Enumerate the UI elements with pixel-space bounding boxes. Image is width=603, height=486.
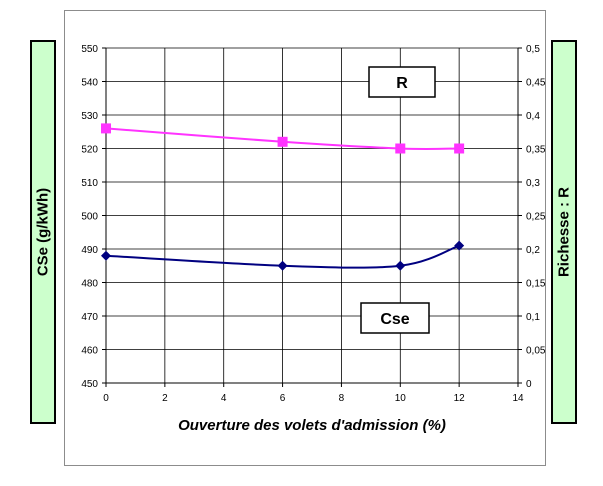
legend-cse-box [360, 302, 430, 334]
y-right-tick-label: 0,05 [526, 346, 546, 357]
x-tick-label: 12 [454, 393, 466, 404]
tick-labels: 0 2 4 6 8 10 12 14 450 460 470 480 490 500 510 520 530 54… [81, 44, 546, 404]
y-left-tick-label: 550 [81, 44, 98, 55]
x-tick-label: 2 [162, 393, 168, 404]
series-line-r [105, 127, 460, 150]
legend-r-label: R [396, 75, 408, 92]
right-axis-label-box: Richesse : R [551, 40, 577, 424]
data-point-cse [454, 240, 465, 251]
legend-cse: Cse [360, 302, 430, 334]
data-point-cse [101, 250, 111, 261]
legend-cse-label: Cse [380, 311, 409, 328]
axes [102, 47, 522, 387]
data-point-r [101, 123, 111, 134]
y-left-tick-label: 490 [81, 245, 98, 256]
legend-r: R [368, 66, 436, 98]
x-tick-label: 8 [339, 393, 345, 404]
y-right-tick-label: 0,2 [526, 245, 540, 256]
y-right-tick-label: 0,45 [526, 78, 546, 89]
y-left-tick-label: 500 [81, 212, 98, 223]
data-point-r [277, 136, 288, 147]
data-point-r [454, 143, 465, 154]
y-left-tick-label: 470 [81, 312, 98, 323]
y-right-tick-label: 0,3 [526, 178, 540, 189]
y-right-tick-label: 0,35 [526, 145, 546, 156]
x-tick-label: 4 [221, 393, 227, 404]
y-left-tick-label: 540 [81, 78, 98, 89]
y-right-tick-label: 0 [526, 379, 532, 390]
left-axis-label-box: CSe (g/kWh) [30, 40, 56, 424]
y-right-tick-label: 0,4 [526, 111, 540, 122]
data-point-r [395, 143, 406, 154]
data-point-cse [395, 260, 406, 271]
x-tick-label: 10 [395, 393, 407, 404]
y-right-tick-label: 0,5 [526, 44, 540, 55]
x-axis-label: Ouverture des volets d'admission (%) [178, 417, 446, 434]
series-line-cse [105, 244, 460, 269]
x-tick-label: 14 [512, 393, 524, 404]
legend-r-box [368, 66, 436, 98]
y-left-tick-label: 460 [81, 346, 98, 357]
y-right-tick-label: 0,1 [526, 312, 540, 323]
y-left-tick-label: 520 [81, 145, 98, 156]
y-left-tick-label: 510 [81, 178, 98, 189]
series [101, 123, 465, 271]
data-point-cse [277, 260, 288, 271]
x-tick-label: 0 [103, 393, 109, 404]
y-right-tick-label: 0,15 [526, 279, 546, 290]
x-tick-label: 6 [280, 393, 286, 404]
y-left-tick-label: 480 [81, 279, 98, 290]
y-left-tick-label: 530 [81, 111, 98, 122]
y-right-tick-label: 0,25 [526, 212, 546, 223]
y-left-tick-label: 450 [81, 379, 98, 390]
